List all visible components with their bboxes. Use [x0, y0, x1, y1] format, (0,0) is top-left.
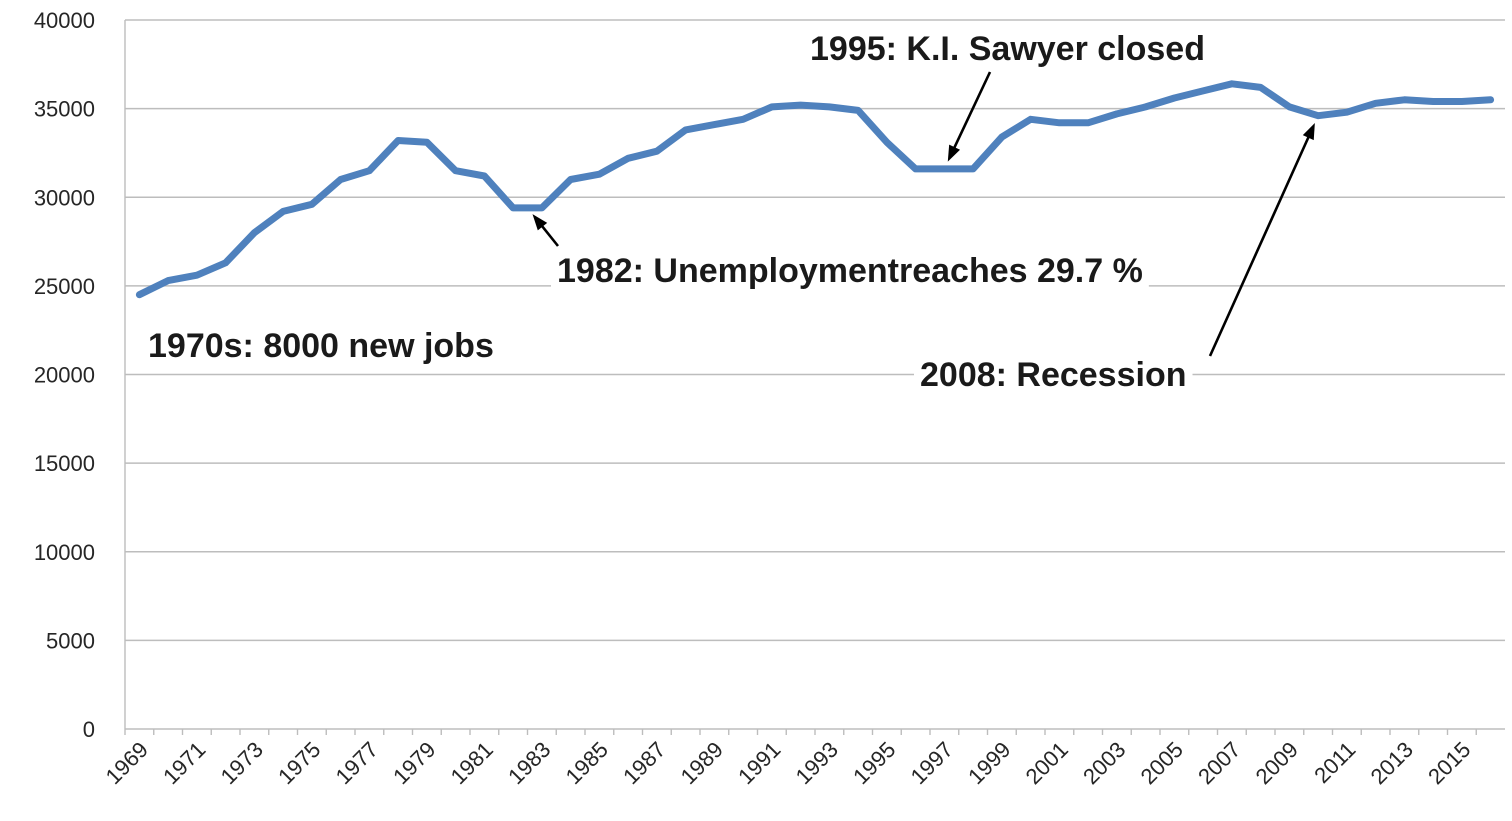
annotations: 1970s: 8000 new jobs 1982: Unemploymentr…	[142, 28, 1315, 396]
axes	[124, 20, 1505, 735]
y-tick-label: 30000	[34, 185, 95, 210]
x-tick-label: 2013	[1366, 737, 1418, 789]
annotation-2008: 2008: Recession	[920, 356, 1187, 394]
x-tick-label: 1975	[273, 737, 325, 789]
x-tick-label: 2003	[1078, 737, 1130, 789]
x-tick-label: 1983	[503, 737, 555, 789]
annotation-1995-bg	[804, 28, 1211, 70]
y-tick-label: 0	[83, 717, 95, 742]
annotation-1982-arrow	[540, 224, 560, 247]
annotation-1970s-bg	[142, 325, 500, 367]
annotation-1982-bg	[551, 250, 1149, 292]
x-tick-label: 1973	[216, 737, 268, 789]
annotation-1982-arrowhead	[532, 214, 548, 231]
x-tick-label: 1987	[618, 737, 670, 789]
annotation-1970s: 1970s: 8000 new jobs	[148, 327, 494, 365]
y-tick-label: 5000	[46, 628, 95, 653]
y-tick-label: 20000	[34, 363, 95, 388]
x-tick-labels: 1969 1971 1973 1975 1977 1979 1981 1983 1985 1987…	[101, 737, 1476, 789]
x-tick-label: 2011	[1309, 737, 1360, 788]
x-tick-label: 1985	[561, 737, 613, 789]
series	[135, 80, 1495, 299]
x-tick-label: 2005	[1136, 737, 1188, 789]
y-tick-label: 15000	[34, 451, 95, 476]
y-tick-labels: 0 5000 10000 15000 20000 25000 30000 35000 40000	[34, 8, 95, 742]
annotation-2008-bg	[914, 354, 1193, 396]
x-tick-label: 1981	[446, 737, 498, 789]
x-tick-label: 1991	[733, 737, 785, 789]
x-tick-label: 2001	[1021, 737, 1073, 789]
x-tick-label: 1999	[963, 737, 1015, 789]
y-tick-label: 35000	[34, 97, 95, 122]
annotation-1982: 1982: Unemploymentreaches 29.7 %	[557, 252, 1143, 290]
x-tick-label: 1993	[791, 737, 843, 789]
x-tick-label: 1989	[676, 737, 728, 789]
y-tick-label: 40000	[34, 8, 95, 33]
annotation-2008-arrowhead	[1302, 123, 1315, 141]
annotation-1995-arrowhead	[947, 144, 961, 162]
x-tick-label: 1995	[848, 737, 900, 789]
annotation-2008-arrow	[1208, 135, 1311, 357]
x-tick-label: 2009	[1251, 737, 1303, 789]
x-tick-label: 1979	[388, 737, 440, 789]
y-tick-label: 25000	[34, 274, 95, 299]
annotation-1995: 1995: K.I. Sawyer closed	[810, 30, 1205, 68]
x-tick-label: 1977	[331, 737, 383, 789]
x-tick-label: 1971	[158, 737, 210, 789]
y-tick-label: 10000	[34, 540, 95, 565]
x-tick-label: 1997	[906, 737, 958, 789]
series-line-0	[135, 80, 1495, 299]
annotation-1995-arrow	[952, 71, 992, 150]
x-tick-label: 2015	[1423, 737, 1475, 789]
x-tick-label: 1969	[101, 737, 153, 789]
x-tick-label: 2007	[1193, 737, 1245, 789]
